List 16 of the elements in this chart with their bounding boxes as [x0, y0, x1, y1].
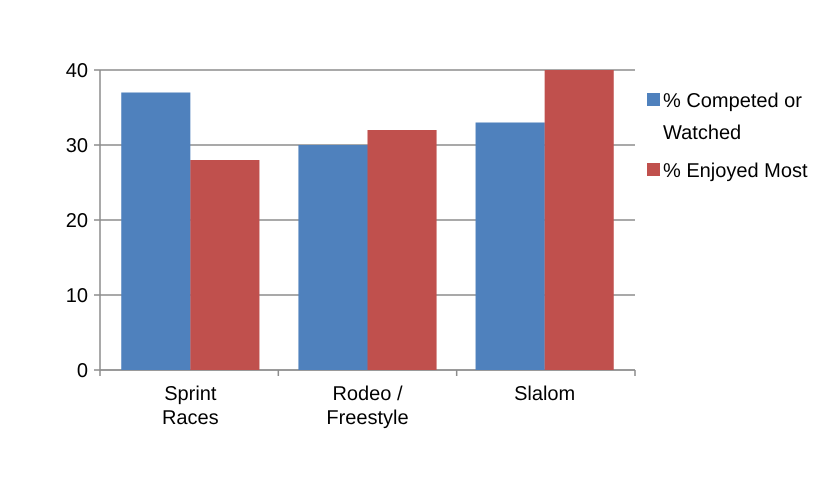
bar	[190, 160, 260, 370]
bar	[298, 145, 368, 370]
y-tick-label: 30	[66, 135, 88, 157]
y-tick-label: 20	[66, 210, 88, 232]
bar	[121, 92, 190, 370]
bar	[544, 70, 614, 370]
bar	[476, 122, 545, 370]
y-tick-label: 0	[76, 360, 88, 382]
y-tick-label: 10	[66, 285, 88, 307]
bar	[368, 130, 437, 370]
x-tick-label: Sprint Races	[162, 383, 219, 429]
x-tick-label: Rodeo / Freestyle	[326, 383, 409, 429]
legend-label: % Enjoyed Most	[663, 160, 808, 182]
x-tick-label: Slalom	[514, 383, 576, 405]
legend-label: % Competed or Watched	[663, 90, 802, 144]
y-tick-label: 40	[66, 60, 88, 82]
